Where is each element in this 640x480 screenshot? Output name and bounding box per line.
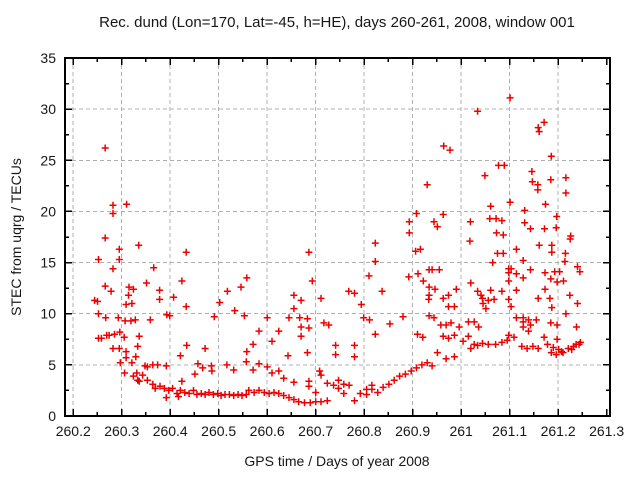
x-tick-label: 260.2 [56, 423, 91, 439]
axis-ticks [65, 57, 610, 417]
y-tick-label: 15 [40, 255, 56, 271]
data-points [91, 94, 584, 407]
tick-labels: 260.2 260.3 260.4 260.5 260.6 260.7 260.8 260.9… [40, 50, 624, 439]
x-axis-title: GPS time / Days of year 2008 [244, 453, 430, 469]
chart-title: Rec. dund (Lon=170, Lat=-45, h=HE), days… [99, 14, 575, 31]
y-tick-label: 20 [40, 203, 56, 219]
x-tick-label: 260.7 [298, 423, 333, 439]
y-tick-label: 35 [40, 50, 56, 66]
x-tick-label: 260.6 [250, 423, 285, 439]
y-tick-label: 5 [48, 357, 56, 373]
x-tick-label: 260.4 [153, 423, 188, 439]
x-tick-label: 260.8 [347, 423, 382, 439]
x-tick-label: 260.9 [395, 423, 430, 439]
x-tick-label: 260.5 [201, 423, 236, 439]
y-tick-label: 10 [40, 306, 56, 322]
x-tick-label: 261.2 [541, 423, 576, 439]
x-tick-label: 261 [449, 423, 473, 439]
plot-border [64, 57, 611, 417]
x-tick-label: 261.1 [492, 423, 527, 439]
y-tick-label: 25 [40, 152, 56, 168]
y-tick-label: 0 [48, 408, 56, 424]
grid-lines [65, 58, 610, 416]
y-tick-label: 30 [40, 101, 56, 117]
x-tick-label: 260.3 [104, 423, 139, 439]
x-tick-label: 261.3 [589, 423, 624, 439]
